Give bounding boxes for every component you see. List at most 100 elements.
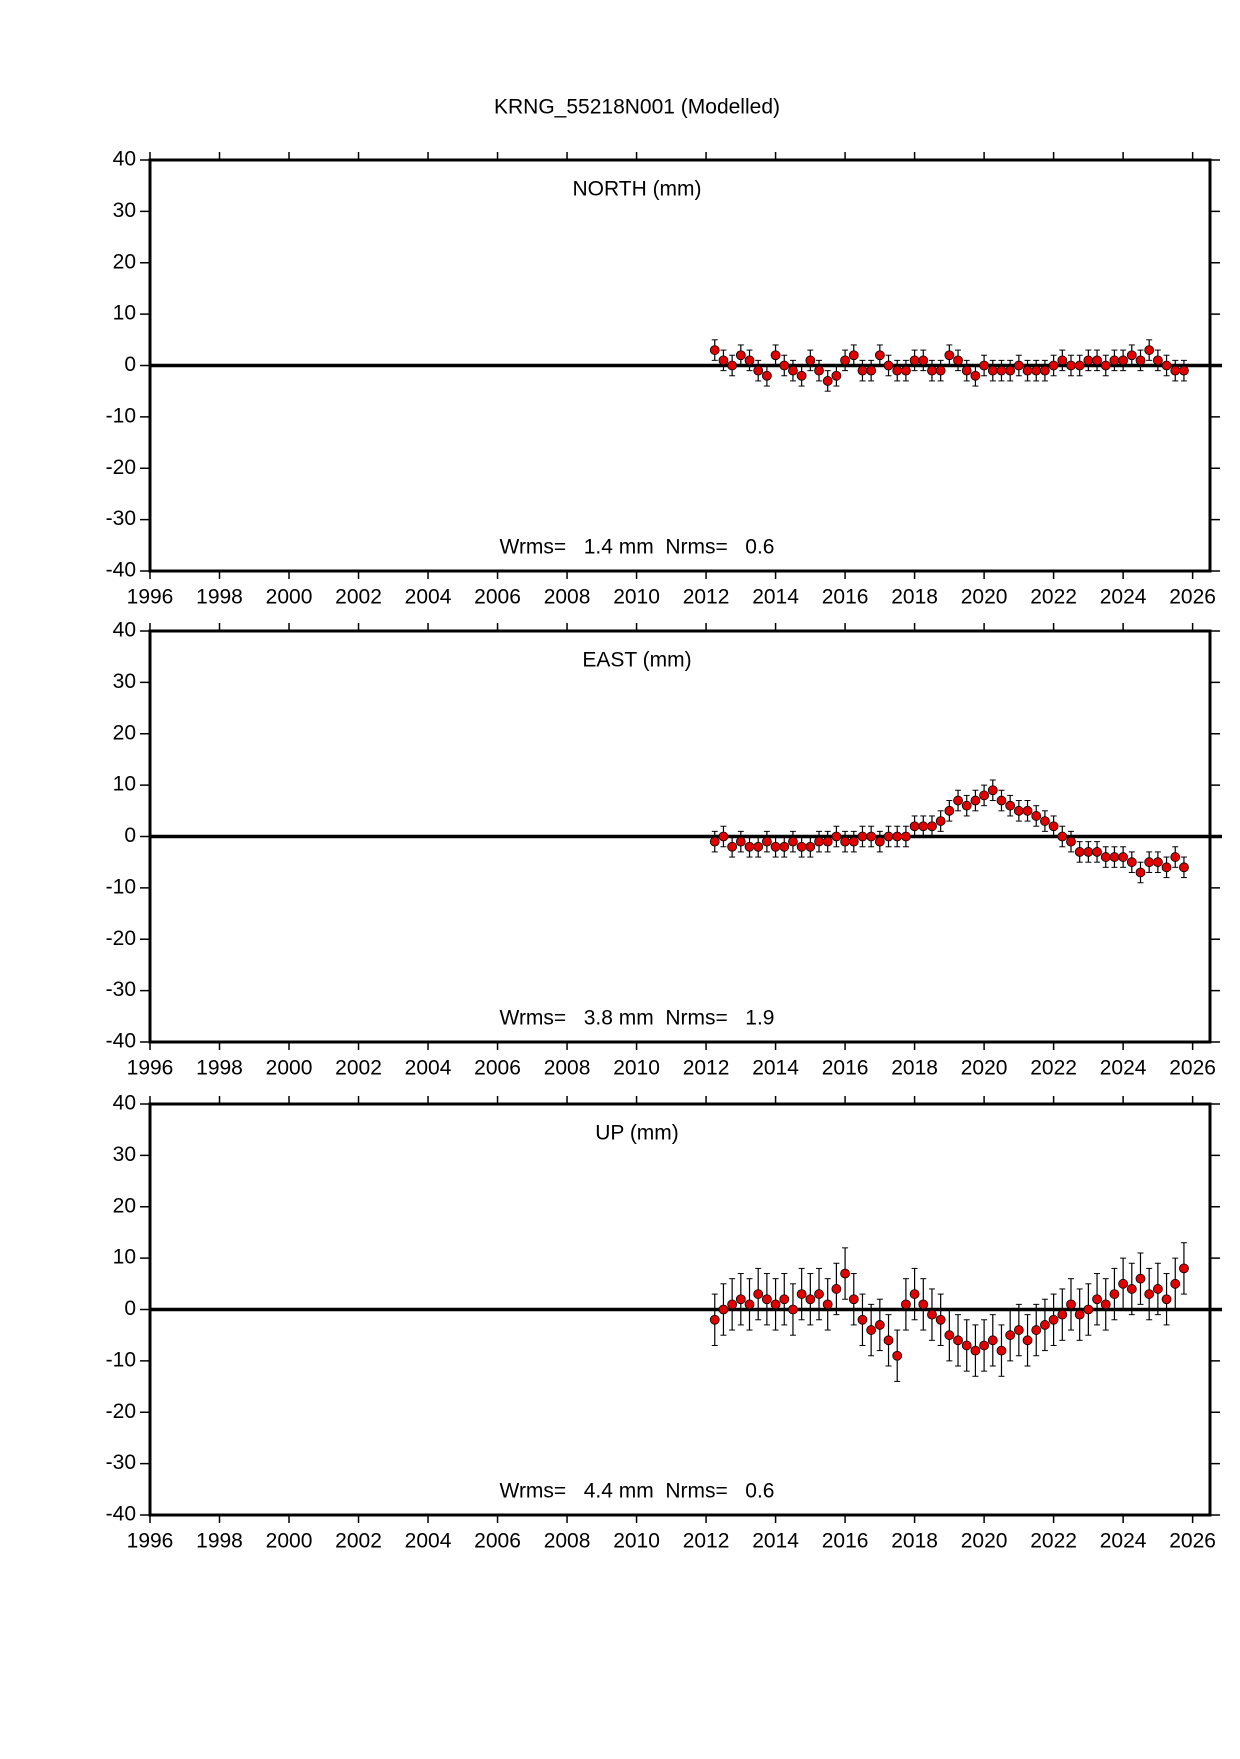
x-tick-label: 2004 (405, 1530, 452, 1553)
x-tick-label: 2004 (405, 1057, 452, 1080)
y-tick-label: 10 (113, 773, 136, 796)
data-point (953, 1335, 963, 1346)
y-tick-label: 40 (113, 148, 136, 171)
data-point (866, 365, 877, 376)
data-point (796, 1289, 807, 1299)
data-point (935, 816, 946, 826)
y-tick-label: -20 (106, 456, 136, 479)
data-point (1118, 852, 1129, 862)
x-tick-label: 1998 (196, 586, 243, 609)
data-point (1135, 867, 1146, 878)
data-point (1048, 821, 1059, 832)
x-tick-label: 2016 (822, 1530, 869, 1553)
y-tick-label: 0 (124, 824, 136, 847)
data-point (770, 841, 781, 852)
data-point (1179, 365, 1189, 376)
data-point (848, 1294, 859, 1305)
data-point (996, 795, 1007, 806)
x-tick-label: 1998 (196, 1057, 243, 1080)
data-point (1022, 365, 1033, 376)
y-tick-label: 10 (113, 302, 136, 325)
data-point (1092, 847, 1102, 857)
figure-title: KRNG_55218N001 (Modelled) (494, 96, 780, 119)
x-tick-label: 2022 (1030, 1057, 1077, 1080)
data-point (1048, 360, 1059, 371)
x-tick-label: 2002 (335, 586, 382, 609)
data-point (744, 1299, 755, 1310)
data-point (814, 365, 824, 376)
y-tick-label: 20 (113, 250, 136, 273)
data-point (848, 350, 859, 361)
y-tick-label: 10 (113, 1246, 136, 1269)
data-point (1170, 1278, 1181, 1289)
data-point (961, 365, 972, 376)
data-point (901, 831, 911, 842)
x-tick-label: 2008 (544, 1057, 591, 1080)
x-tick-label: 2010 (613, 1057, 660, 1080)
data-point (1144, 345, 1155, 355)
y-tick-label: -30 (106, 978, 136, 1001)
data-point (1066, 836, 1076, 847)
data-point (805, 355, 816, 366)
y-tick-label: -30 (106, 507, 136, 530)
x-tick-label: 2020 (961, 1530, 1008, 1553)
data-point (1074, 847, 1085, 857)
data-point (909, 821, 920, 832)
data-point (979, 1340, 989, 1351)
data-point (892, 365, 903, 376)
x-tick-label: 2026 (1169, 1530, 1216, 1553)
data-point (1170, 365, 1181, 376)
data-point (831, 1284, 842, 1294)
data-point (987, 785, 998, 796)
data-point (1031, 365, 1042, 376)
data-point (1152, 1284, 1163, 1294)
data-point (1092, 1294, 1102, 1305)
x-tick-label: 1996 (127, 1530, 174, 1553)
data-point (1179, 862, 1189, 873)
y-tick-label: 30 (113, 199, 136, 222)
data-point (709, 345, 720, 355)
y-tick-label: -10 (106, 404, 136, 427)
data-point (961, 800, 972, 811)
data-point (874, 350, 885, 361)
x-tick-label: 1998 (196, 1530, 243, 1553)
y-tick-label: 30 (113, 670, 136, 693)
data-point (1074, 360, 1085, 371)
data-point (761, 836, 772, 847)
data-point (1092, 355, 1102, 366)
data-point (779, 360, 790, 371)
data-point (1040, 1320, 1050, 1330)
data-point (822, 376, 833, 386)
data-point (1005, 1330, 1016, 1341)
data-point (779, 1294, 790, 1305)
data-point (1126, 857, 1137, 868)
y-tick-label: 20 (113, 1194, 136, 1217)
data-point (822, 1299, 833, 1310)
data-point (1083, 1304, 1094, 1315)
data-point (987, 1335, 998, 1346)
data-point (840, 836, 850, 847)
data-point (1135, 1273, 1146, 1284)
data-point (1040, 365, 1050, 376)
panel-label: UP (mm) (595, 1122, 679, 1145)
x-tick-label: 2018 (891, 1057, 938, 1080)
data-point (1100, 360, 1111, 371)
x-tick-label: 2016 (822, 1057, 869, 1080)
stats-annotation: Wrms= 3.8 mm Nrms= 1.9 (500, 1007, 775, 1030)
data-point (979, 790, 989, 801)
data-point (770, 1299, 781, 1310)
data-point (970, 370, 981, 381)
data-point (727, 841, 738, 852)
data-point (788, 836, 798, 847)
data-point (892, 1350, 903, 1361)
data-point (1066, 1299, 1076, 1310)
data-point (788, 365, 798, 376)
data-point (814, 1289, 824, 1299)
y-tick-label: -20 (106, 927, 136, 950)
data-point (927, 365, 937, 376)
data-point (1109, 355, 1120, 366)
data-point (892, 831, 903, 842)
data-point (1170, 852, 1181, 862)
data-point (918, 1299, 929, 1310)
y-tick-label: -20 (106, 1400, 136, 1423)
